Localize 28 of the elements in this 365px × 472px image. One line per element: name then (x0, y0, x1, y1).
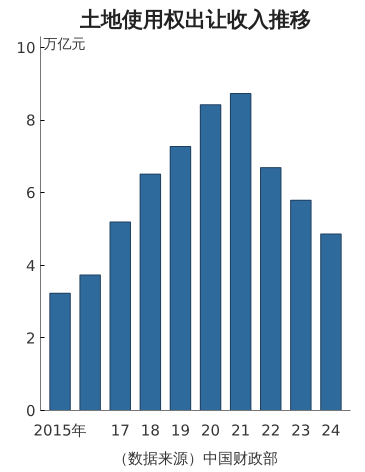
y-tick-label: 10 (16, 38, 36, 57)
chart-title: 土地使用权出让收入推移 (79, 8, 311, 32)
y-axis-title: 万亿元 (44, 36, 86, 52)
bar (290, 200, 312, 410)
bar (200, 104, 222, 410)
x-tick-label: 2015年 (33, 422, 87, 440)
y-tick-label: 2 (26, 329, 36, 348)
y-tick-label: 0 (26, 402, 36, 420)
x-tick-label: 21 (231, 422, 250, 440)
bar (320, 234, 342, 410)
bar (170, 146, 192, 410)
bar (260, 167, 282, 410)
x-tick-label: 24 (321, 422, 340, 440)
bar (79, 274, 101, 410)
text: （数据来源）中国财政部 (113, 450, 278, 468)
x-tick-label: 18 (140, 422, 160, 440)
x-tick-label: 19 (170, 422, 190, 440)
bar (140, 174, 162, 410)
x-tick-label: 23 (291, 422, 310, 440)
bar (230, 93, 252, 410)
x-tick-label: 20 (201, 422, 220, 440)
bar (49, 292, 71, 410)
x-tick-label: 22 (261, 422, 280, 440)
y-tick-label: 4 (26, 256, 36, 275)
bar (110, 222, 131, 410)
x-tick-label: 17 (110, 422, 130, 440)
y-tick-label: 8 (26, 112, 36, 130)
y-tick-label: 6 (26, 184, 36, 202)
